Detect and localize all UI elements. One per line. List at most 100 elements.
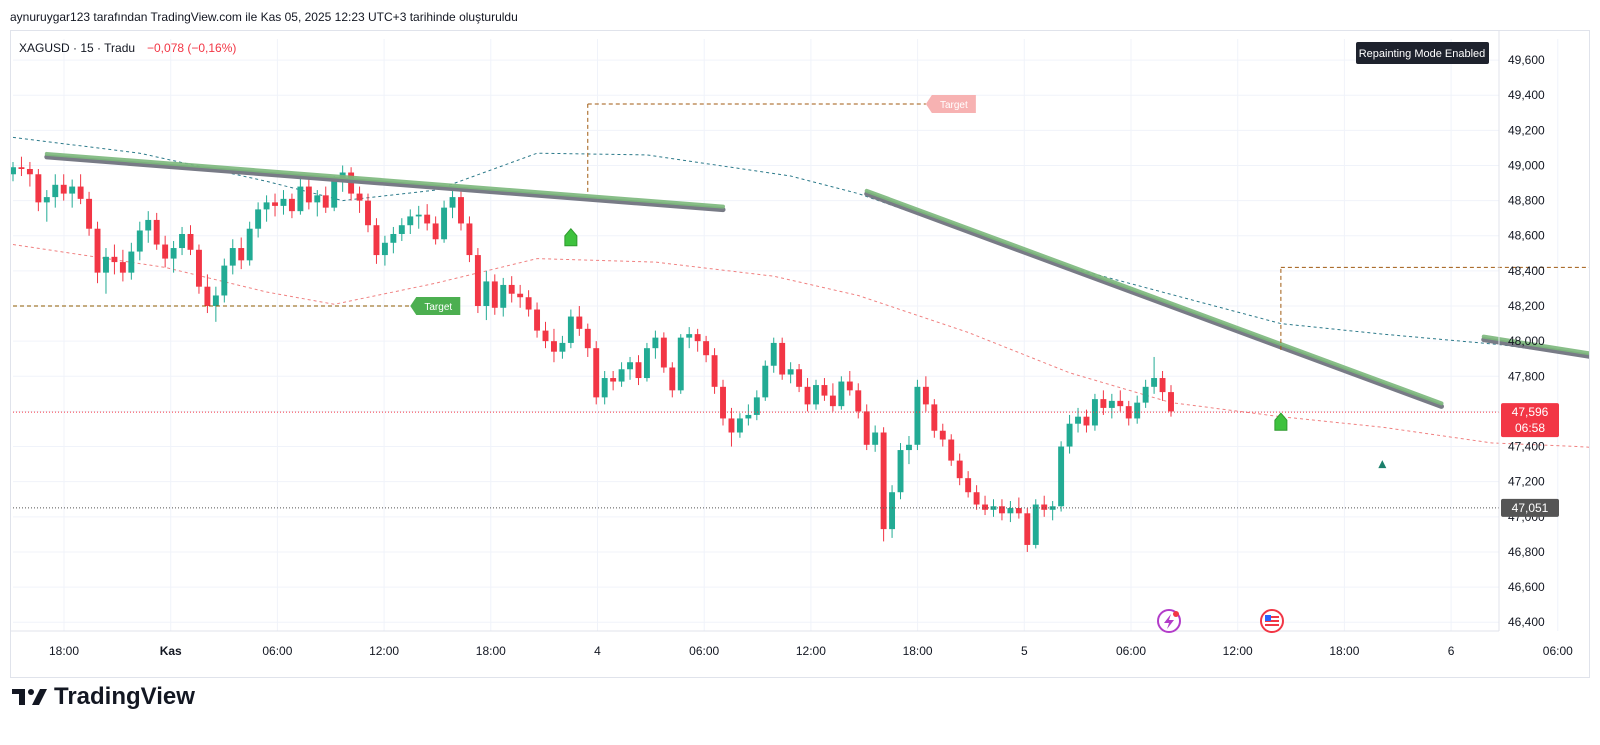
candle xyxy=(1041,495,1048,517)
candle xyxy=(1007,501,1014,523)
candle xyxy=(1142,379,1149,408)
upper-band-line xyxy=(12,136,1589,358)
candle xyxy=(897,443,904,500)
candle xyxy=(939,423,946,447)
candle xyxy=(669,362,676,398)
candle xyxy=(745,404,752,426)
candle xyxy=(813,379,819,410)
symbol-label[interactable]: XAGUSD · 15 · Tradu xyxy=(19,41,135,55)
candle xyxy=(1125,400,1132,426)
candle xyxy=(635,355,642,386)
candle xyxy=(11,161,16,182)
candle xyxy=(736,413,743,438)
candle xyxy=(229,239,236,275)
x-tick-label: 18:00 xyxy=(1329,644,1359,658)
candle xyxy=(694,328,701,352)
candle xyxy=(838,376,845,410)
candle xyxy=(322,186,329,213)
candle xyxy=(26,161,33,187)
trendline-shadow xyxy=(864,191,1444,409)
x-tick-label: 12:00 xyxy=(369,644,399,658)
candle xyxy=(796,363,803,393)
candle xyxy=(43,190,50,222)
candle xyxy=(390,226,397,254)
x-tick-label: 6 xyxy=(1448,644,1455,658)
time-axis: 18:00 Kas 06:00 12:00 18:00 4 06:00 12:00 18:00 5… xyxy=(11,630,1573,658)
y-tick-label: 46,800 xyxy=(1508,545,1545,559)
chart-frame[interactable]: TargetTargetTargetTarget 49,60049,40049,… xyxy=(10,30,1590,678)
buy-signal-icon xyxy=(564,227,578,247)
candle xyxy=(973,485,980,510)
last-price-value: 47,596 xyxy=(1512,405,1549,419)
trendline xyxy=(1481,334,1589,356)
trendline-shadow xyxy=(1481,337,1589,359)
x-tick-label: 5 xyxy=(1021,644,1028,658)
candle xyxy=(1024,508,1031,552)
candle xyxy=(1066,414,1073,454)
bands-layer xyxy=(12,136,1589,448)
trendline-shadow xyxy=(44,154,726,213)
candle xyxy=(69,179,76,208)
candle xyxy=(914,379,921,451)
candle xyxy=(356,186,363,213)
candles-layer xyxy=(11,156,1174,552)
y-tick-label: 47,800 xyxy=(1508,369,1545,383)
candle xyxy=(517,284,524,308)
candle xyxy=(1117,390,1124,412)
repainting-badge: Repainting Mode Enabled xyxy=(1356,42,1489,64)
candle xyxy=(559,335,566,359)
candle xyxy=(762,360,769,401)
candle xyxy=(829,383,836,412)
candle xyxy=(534,302,541,338)
candle xyxy=(297,177,304,215)
candle xyxy=(500,277,507,317)
candle xyxy=(424,204,431,231)
price-chart[interactable]: TargetTargetTargetTarget 49,60049,40049,… xyxy=(11,31,1589,677)
candle xyxy=(711,348,718,394)
candle xyxy=(272,193,278,217)
candle xyxy=(365,193,371,233)
candle xyxy=(246,221,253,266)
candle xyxy=(491,274,498,315)
candle xyxy=(906,436,912,465)
candle xyxy=(703,335,710,363)
candle xyxy=(441,200,448,243)
candle xyxy=(787,362,794,384)
x-tick-label: 06:00 xyxy=(1116,644,1146,658)
candle xyxy=(204,274,211,314)
candle xyxy=(686,327,693,349)
brand[interactable]: TradingView xyxy=(12,683,195,711)
last-price-label: 47,596 06:58 xyxy=(1501,403,1559,438)
candle xyxy=(982,495,989,516)
y-tick-label: 48,200 xyxy=(1508,299,1545,313)
candle xyxy=(956,453,963,486)
candle xyxy=(1032,499,1039,549)
y-tick-label: 49,400 xyxy=(1508,88,1545,102)
candle xyxy=(1049,501,1056,521)
candle xyxy=(195,244,202,294)
lightning-icon[interactable] xyxy=(1157,609,1181,633)
candle xyxy=(525,290,532,317)
candle xyxy=(238,237,245,270)
candle xyxy=(1083,409,1090,433)
candle xyxy=(119,249,126,282)
candle xyxy=(846,371,853,396)
candle xyxy=(187,225,194,256)
candle xyxy=(145,211,152,243)
candle xyxy=(179,226,186,256)
candle xyxy=(990,499,997,517)
us-flag-icon[interactable] xyxy=(1260,609,1284,633)
lower-band-line xyxy=(12,244,1589,448)
targets-layer: TargetTargetTargetTarget xyxy=(13,94,1589,350)
y-tick-label: 48,000 xyxy=(1508,334,1545,348)
y-tick-label: 47,400 xyxy=(1508,440,1545,454)
x-tick-label: 4 xyxy=(594,644,601,658)
candle xyxy=(111,244,118,275)
candle xyxy=(458,190,464,231)
candle xyxy=(948,434,955,466)
candle xyxy=(889,485,896,538)
candle xyxy=(804,378,811,412)
target-text: Target xyxy=(940,100,968,111)
trendlines-layer xyxy=(13,151,1589,509)
candle xyxy=(221,258,228,303)
